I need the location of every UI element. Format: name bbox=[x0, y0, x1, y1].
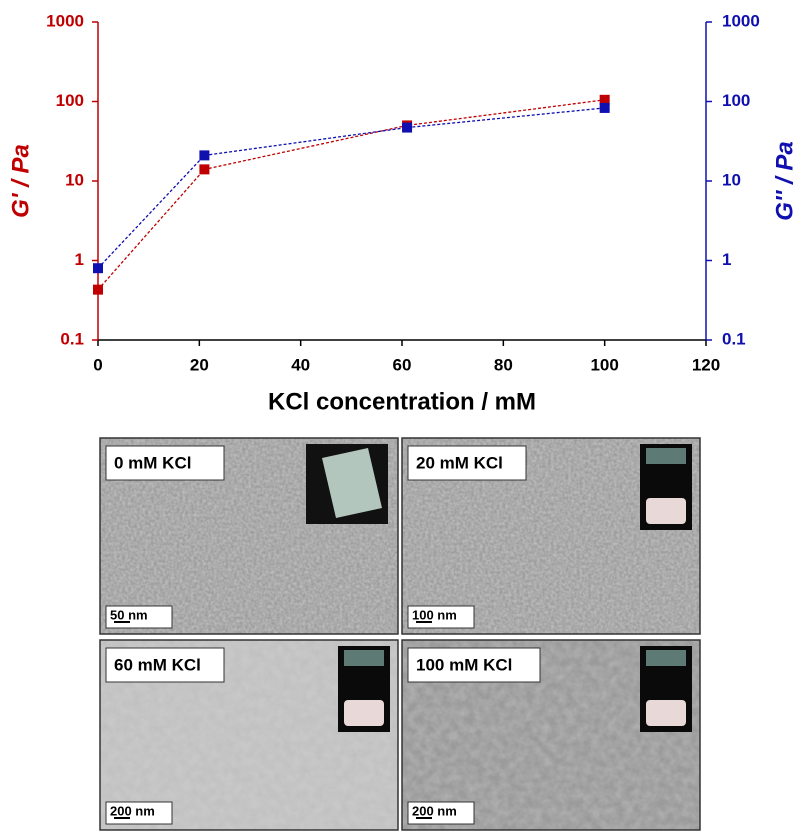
panel-border bbox=[99, 639, 399, 831]
x-tick-label: 100 bbox=[590, 355, 618, 374]
panel-label-box bbox=[105, 445, 225, 481]
inset-cap bbox=[344, 650, 384, 666]
panel-label: 60 mM KCl bbox=[114, 655, 201, 674]
micrograph-panel: 20 mM KCl 100 nm bbox=[401, 437, 701, 635]
y-axis-label: G' / Pa bbox=[7, 144, 34, 218]
panel-border bbox=[99, 437, 399, 635]
data-point bbox=[199, 150, 210, 161]
micrograph-panel: 0 mM KCl 50 nm bbox=[99, 437, 399, 635]
x-tick-label: 40 bbox=[291, 355, 310, 374]
data-point bbox=[599, 94, 610, 105]
panel-label-box bbox=[105, 647, 225, 683]
y2-tick-label: 1 bbox=[722, 250, 731, 269]
x-tick-label: 20 bbox=[190, 355, 209, 374]
y-tick-label: 10 bbox=[65, 170, 84, 189]
scale-label: 100 nm bbox=[412, 607, 457, 622]
panel-label-box bbox=[407, 445, 527, 481]
scale-label: 200 nm bbox=[412, 803, 457, 818]
x-tick-label: 0 bbox=[93, 355, 102, 374]
data-point bbox=[93, 263, 103, 274]
micrograph-panel: 60 mM KCl 200 nm bbox=[99, 639, 399, 831]
inset-cap bbox=[646, 650, 686, 666]
y-tick-label: 1 bbox=[75, 250, 84, 269]
x-axis-label: KCl concentration / mM bbox=[268, 388, 536, 415]
inset-vial bbox=[322, 448, 382, 518]
inset-vial bbox=[646, 498, 686, 524]
panel-border bbox=[401, 437, 701, 635]
y2-tick-label: 100 bbox=[722, 91, 750, 110]
data-point bbox=[93, 284, 103, 295]
panel-label-box bbox=[407, 647, 541, 683]
inset-vial bbox=[646, 700, 686, 726]
x-tick-label: 120 bbox=[692, 355, 720, 374]
inset-cap bbox=[646, 448, 686, 464]
y2-tick-label: 10 bbox=[722, 170, 741, 189]
x-tick-label: 80 bbox=[494, 355, 513, 374]
series-line bbox=[97, 107, 605, 269]
panel-label: 0 mM KCl bbox=[114, 453, 191, 472]
series-line bbox=[97, 99, 605, 291]
panel-label: 20 mM KCl bbox=[416, 453, 503, 472]
inset-vial bbox=[344, 700, 384, 726]
data-point bbox=[402, 122, 413, 133]
y2-axis-label: G'' / Pa bbox=[771, 141, 798, 220]
data-point bbox=[599, 102, 610, 113]
panel-border bbox=[401, 639, 701, 831]
data-point bbox=[199, 164, 210, 175]
micrograph-panel: 100 mM KCl 200 nm bbox=[401, 639, 701, 831]
y2-tick-label: 0.1 bbox=[722, 329, 746, 348]
y-tick-label: 1000 bbox=[46, 11, 84, 30]
y-tick-label: 100 bbox=[56, 91, 84, 110]
y-tick-label: 0.1 bbox=[60, 329, 84, 348]
scale-label: 50 nm bbox=[110, 607, 148, 622]
x-tick-label: 60 bbox=[393, 355, 412, 374]
scale-label: 200 nm bbox=[110, 803, 155, 818]
panel-label: 100 mM KCl bbox=[416, 655, 512, 674]
y2-tick-label: 1000 bbox=[722, 11, 760, 30]
